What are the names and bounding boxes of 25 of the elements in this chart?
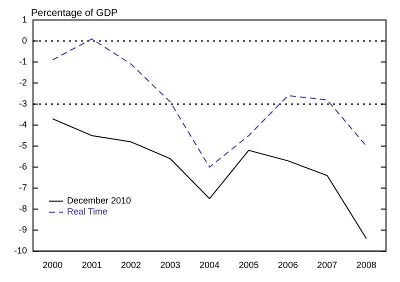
y-axis-title: Percentage of GDP <box>31 8 118 19</box>
y-tick-label: -7 <box>18 182 28 193</box>
x-tick-label: 2000 <box>42 260 63 270</box>
x-tick-label: 2008 <box>356 260 376 270</box>
x-tick-label: 2003 <box>160 260 180 270</box>
x-tick-label: 2001 <box>82 260 102 270</box>
x-tick-label: 2007 <box>317 260 338 270</box>
y-tick-label: 0 <box>22 36 28 46</box>
y-tick-label: -1 <box>18 56 28 67</box>
y-tick-label: -3 <box>18 98 28 109</box>
line-series <box>52 38 367 168</box>
legend-label: December 2010 <box>67 196 132 206</box>
y-tick-label: -5 <box>18 140 28 151</box>
y-tick-label: -8 <box>18 204 28 214</box>
y-tick-label: 1 <box>22 14 28 24</box>
x-tick-label: 2002 <box>121 260 142 270</box>
x-tick-label: 2005 <box>238 260 259 270</box>
legend-label: Real Time <box>67 206 108 217</box>
y-tick-label: -10 <box>14 246 28 256</box>
x-tick-label: 2006 <box>278 260 298 270</box>
x-tick-label: 2004 <box>199 260 220 270</box>
y-tick-label: -9 <box>18 224 28 235</box>
y-tick-label: -4 <box>18 120 28 130</box>
y-tick-label: -6 <box>18 162 28 172</box>
y-tick-label: -2 <box>18 78 28 88</box>
